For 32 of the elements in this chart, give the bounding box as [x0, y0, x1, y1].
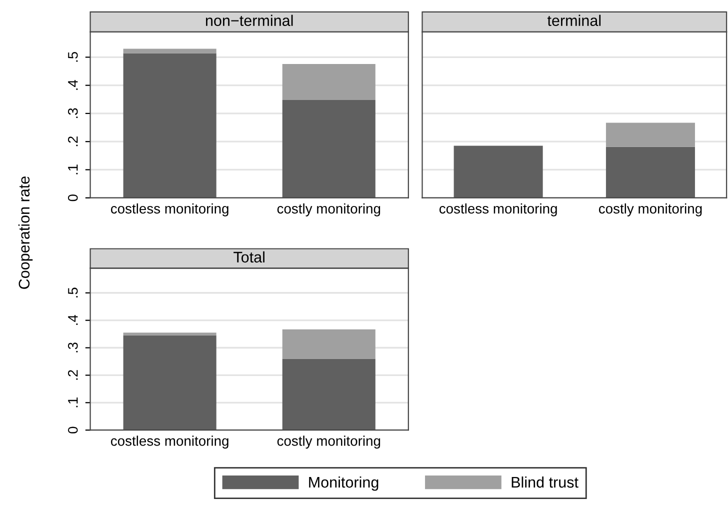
- x-tick-label: costless monitoring: [110, 436, 228, 449]
- y-tick-label: 0: [68, 426, 78, 434]
- y-tick-label: .5: [68, 288, 78, 298]
- bar: [123, 335, 216, 430]
- bar: [282, 358, 376, 430]
- x-tick-label: costly monitoring: [277, 436, 380, 449]
- bar: [123, 48, 216, 54]
- legend-label: Blind trust: [512, 476, 578, 488]
- bar: [123, 332, 216, 336]
- y-tick-label: .4: [68, 80, 78, 90]
- y-tick-label: .4: [68, 314, 78, 325]
- y-tick-label: .3: [68, 342, 78, 352]
- bar: [123, 53, 216, 198]
- y-tick-label: .2: [68, 136, 78, 146]
- bar: [282, 329, 376, 359]
- y-tick-label: .2: [68, 370, 78, 380]
- legend-label: Monitoring: [309, 476, 378, 491]
- bar: [282, 64, 376, 100]
- y-axis-title: Cooperation rate: [18, 176, 33, 289]
- x-tick-label: costless monitoring: [110, 203, 228, 216]
- y-tick-label: .5: [68, 52, 78, 62]
- x-tick-label: costless monitoring: [439, 203, 557, 216]
- y-tick-label: 0: [68, 194, 78, 202]
- x-tick-label: costly monitoring: [277, 203, 380, 216]
- chart-title: terminal: [547, 14, 601, 26]
- y-tick-label: .1: [68, 164, 78, 174]
- bar: [282, 100, 376, 198]
- chart-title: non−terminal: [206, 14, 293, 26]
- y-tick-label: .3: [68, 108, 78, 118]
- x-tick-label: costly monitoring: [598, 203, 702, 216]
- y-tick-label: .1: [68, 398, 78, 408]
- chart-title: Total: [234, 251, 264, 263]
